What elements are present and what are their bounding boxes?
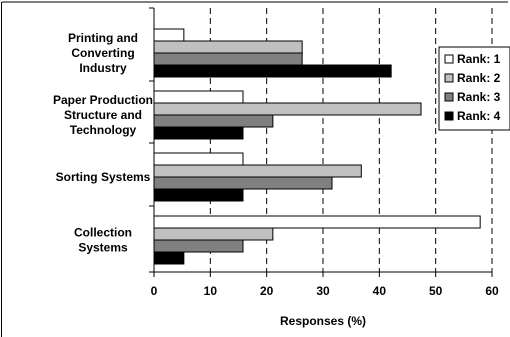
x-tick-label: 60 [485,284,499,298]
bar [153,215,481,229]
bars [153,28,481,265]
legend-swatch [444,92,454,102]
legend-swatch [444,73,454,83]
legend: Rank: 1 Rank: 2 Rank: 3 Rank: 4 [438,46,510,131]
bar [153,126,244,140]
legend-swatch [444,54,454,64]
legend-label: Rank: 2 [457,71,501,85]
x-tick-label: 0 [151,284,158,298]
x-tick-label: 20 [260,284,274,298]
bar [153,152,244,166]
bar [153,164,362,178]
legend-swatch [444,111,454,121]
x-tick-label: 30 [316,284,330,298]
bar [153,114,274,128]
bar [153,227,274,241]
bar [153,239,244,253]
bar [153,251,185,265]
bar [153,64,392,78]
category-label: Sorting Systems [56,170,151,184]
x-tick-label: 10 [204,284,218,298]
legend-label: Rank: 4 [457,109,501,123]
x-tick-label: 40 [373,284,387,298]
x-axis-title: Responses (%) [280,314,366,328]
bar [153,52,303,66]
labels: 0 10 20 30 40 50 60 Printing and Converting Indus… [53,31,499,298]
x-tick-label: 50 [429,284,443,298]
bar [153,28,185,42]
category-label: Collection Systems [74,226,132,255]
bar [153,102,422,116]
bar [153,90,244,104]
category-label: Paper Production Structure and Technology [53,93,153,137]
bar [153,176,333,190]
legend-label: Rank: 1 [457,52,501,66]
bar [153,40,303,54]
legend-label: Rank: 3 [457,90,501,104]
category-label: Printing and Converting Industry [68,31,138,75]
axes [149,7,493,277]
bar [153,188,244,202]
